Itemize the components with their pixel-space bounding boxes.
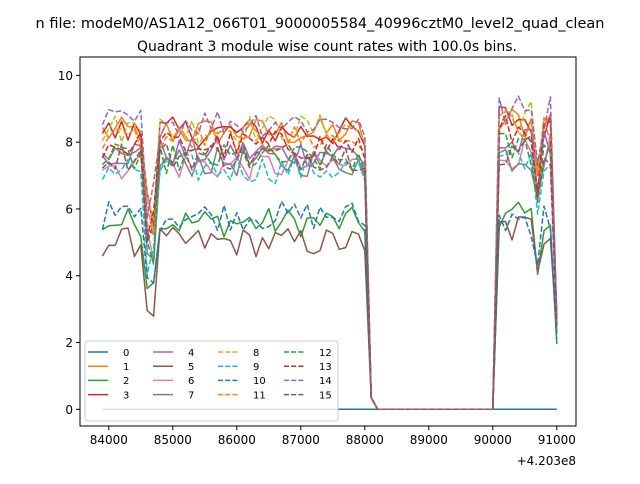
y-tick-label-4: 4 (65, 269, 73, 283)
legend-label-4: 4 (188, 348, 194, 359)
legend-label-2: 2 (123, 376, 129, 387)
legend-label-6: 6 (188, 376, 194, 387)
x-tick-label-87000: 87000 (282, 433, 320, 447)
legend-label-5: 5 (188, 362, 194, 373)
axes-layer: 84000 85000 86000 87000 88000 89000 90000 91000… (58, 56, 577, 468)
legend-box (84, 340, 339, 422)
legend-label-3: 3 (123, 390, 129, 401)
legend-label-9: 9 (253, 362, 259, 373)
legend-label-14: 14 (319, 376, 332, 387)
x-tick-label-85000: 85000 (154, 433, 192, 447)
y-tick-label-2: 2 (65, 336, 73, 350)
legend-label-7: 7 (188, 390, 194, 401)
legend-label-0: 0 (123, 348, 129, 359)
series-line-14 (101, 95, 558, 411)
series-line-15 (101, 135, 558, 411)
legend-label-13: 13 (319, 362, 332, 373)
x-tick-label-91000: 91000 (538, 433, 576, 447)
y-tick-label-0: 0 (65, 403, 73, 417)
y-tick-label-10: 10 (58, 69, 73, 83)
legend-label-10: 10 (253, 376, 266, 387)
series-layer (101, 95, 558, 411)
y-tick-label-8: 8 (65, 136, 73, 150)
legend-label-1: 1 (123, 362, 129, 373)
x-tick-label-89000: 89000 (410, 433, 448, 447)
x-tick-label-86000: 86000 (218, 433, 256, 447)
chart-title: Quadrant 3 module wise count rates with … (137, 39, 517, 55)
y-tick-label-6: 6 (65, 202, 73, 216)
legend-label-12: 12 (319, 348, 332, 359)
series-line-13 (101, 115, 558, 411)
axes-frame (79, 56, 577, 427)
x-tick-label-90000: 90000 (474, 433, 512, 447)
chart-suptitle: n file: modeM0/AS1A12_066T01_9000005584_… (36, 16, 605, 32)
x-offset-label: +4.203e8 (517, 454, 576, 468)
x-tick-label-84000: 84000 (90, 433, 128, 447)
legend-label-11: 11 (253, 390, 266, 401)
legend-label-15: 15 (319, 390, 332, 401)
series-line-11 (101, 108, 558, 411)
x-tick-label-88000: 88000 (346, 433, 384, 447)
legend-label-8: 8 (253, 348, 259, 359)
